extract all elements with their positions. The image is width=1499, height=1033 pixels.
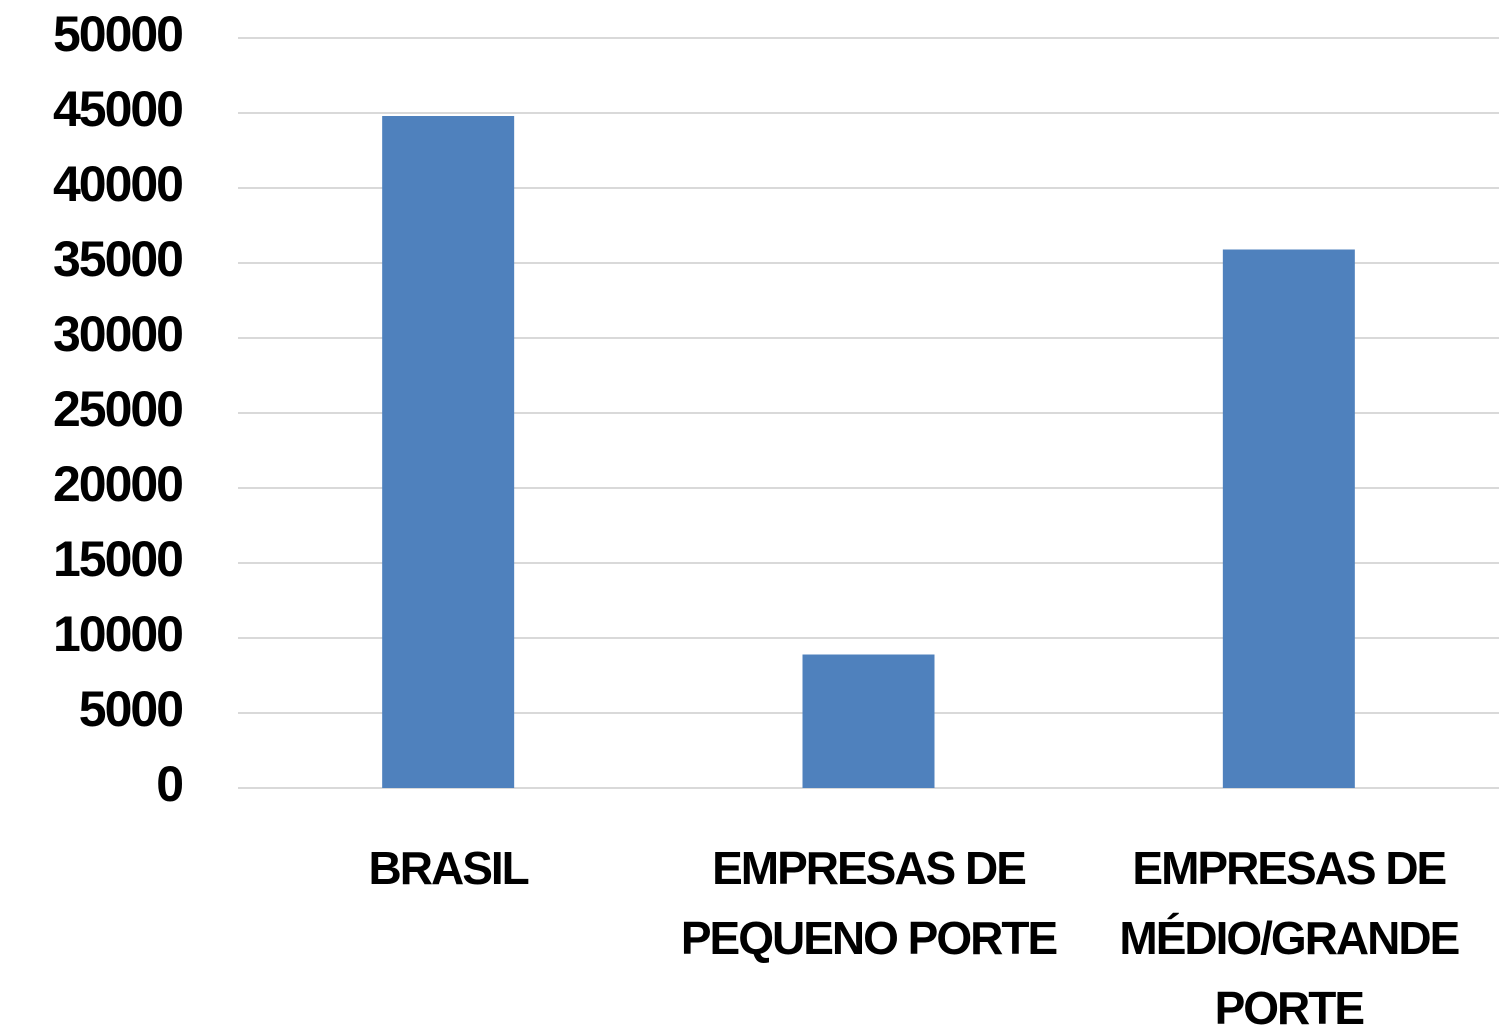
y-tick-label: 30000 xyxy=(53,306,182,362)
x-tick-label: EMPRESAS DE MÉDIO/GRANDE PORTE xyxy=(1119,842,1460,1033)
bar xyxy=(1222,249,1355,788)
x-tick-label: EMPRESAS DE PEQUENO PORTE xyxy=(680,842,1058,964)
y-tick-label: 15000 xyxy=(53,531,182,587)
y-tick-label: 35000 xyxy=(53,231,182,287)
bar xyxy=(382,116,515,788)
x-tick-label: BRASIL xyxy=(368,842,530,894)
y-tick-label: 10000 xyxy=(53,606,182,662)
y-tick-label: 45000 xyxy=(53,81,182,137)
y-tick-label: 40000 xyxy=(53,156,182,212)
y-tick-label: 50000 xyxy=(53,6,182,62)
bar xyxy=(802,654,935,788)
y-tick-label: 20000 xyxy=(53,456,182,512)
y-tick-label: 0 xyxy=(156,756,182,812)
y-tick-label: 5000 xyxy=(79,681,182,737)
y-tick-label: 25000 xyxy=(53,381,182,437)
